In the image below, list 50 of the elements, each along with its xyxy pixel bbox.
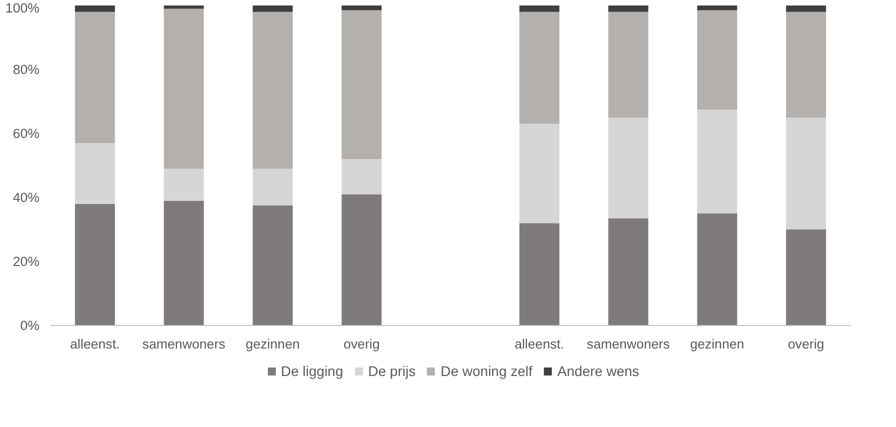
bar xyxy=(342,159,382,194)
x-tick-label: gezinnen xyxy=(246,336,300,352)
bar xyxy=(342,6,382,10)
y-tick-label: 0% xyxy=(20,318,40,333)
bar xyxy=(164,200,204,326)
bar xyxy=(164,6,204,9)
bar xyxy=(608,218,648,326)
bar xyxy=(519,6,560,12)
legend-label: De ligging xyxy=(280,363,344,379)
y-tick-label: 40% xyxy=(12,190,40,205)
y-tick-label: 80% xyxy=(12,62,40,77)
bar xyxy=(608,12,648,118)
bar xyxy=(252,206,293,326)
bar xyxy=(608,118,648,218)
bar xyxy=(252,6,293,12)
y-tick-label: 20% xyxy=(12,254,40,269)
y-tick-label: 100% xyxy=(5,0,40,16)
legend-label: Andere wens xyxy=(557,363,640,379)
bar xyxy=(697,6,738,10)
bar xyxy=(519,223,560,326)
bar xyxy=(697,214,738,326)
bar xyxy=(519,124,560,224)
bar xyxy=(608,6,648,12)
bar xyxy=(74,6,115,12)
x-tick-label: alleenst. xyxy=(514,336,564,352)
x-tick-label: samenwoners xyxy=(142,336,226,352)
bar xyxy=(697,10,738,110)
bar xyxy=(252,168,293,206)
x-tick-label: gezinnen xyxy=(690,336,744,352)
x-tick-label: overig xyxy=(343,336,380,352)
bar xyxy=(74,12,115,144)
bar xyxy=(786,118,826,230)
bar xyxy=(697,110,738,214)
legend-label: De woning zelf xyxy=(440,363,532,379)
x-tick-label: samenwoners xyxy=(586,336,670,352)
bar xyxy=(252,12,293,169)
bar xyxy=(786,230,826,326)
legend-label: De prijs xyxy=(368,363,416,379)
bar xyxy=(342,194,382,326)
bar xyxy=(164,8,204,169)
x-tick-label: alleenst. xyxy=(70,336,120,352)
bar xyxy=(74,204,115,326)
y-tick-label: 60% xyxy=(12,126,40,141)
bar xyxy=(786,6,826,12)
bar xyxy=(74,143,115,204)
bar xyxy=(519,12,560,124)
x-tick-label: overig xyxy=(788,336,824,352)
bar xyxy=(342,10,382,160)
bar xyxy=(786,12,826,118)
bar xyxy=(164,168,204,201)
